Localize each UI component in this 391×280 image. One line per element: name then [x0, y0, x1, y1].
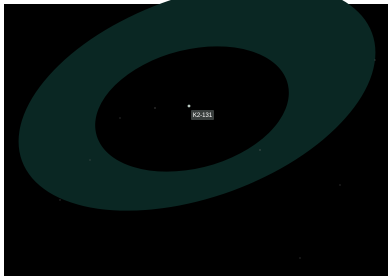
- star-label[interactable]: K2-131: [193, 113, 213, 119]
- page: K2-131 (() => { const data = JSON.parse(…: [0, 0, 391, 280]
- orbit-view: K2-131: [0, 0, 391, 280]
- star-marker[interactable]: [188, 105, 191, 108]
